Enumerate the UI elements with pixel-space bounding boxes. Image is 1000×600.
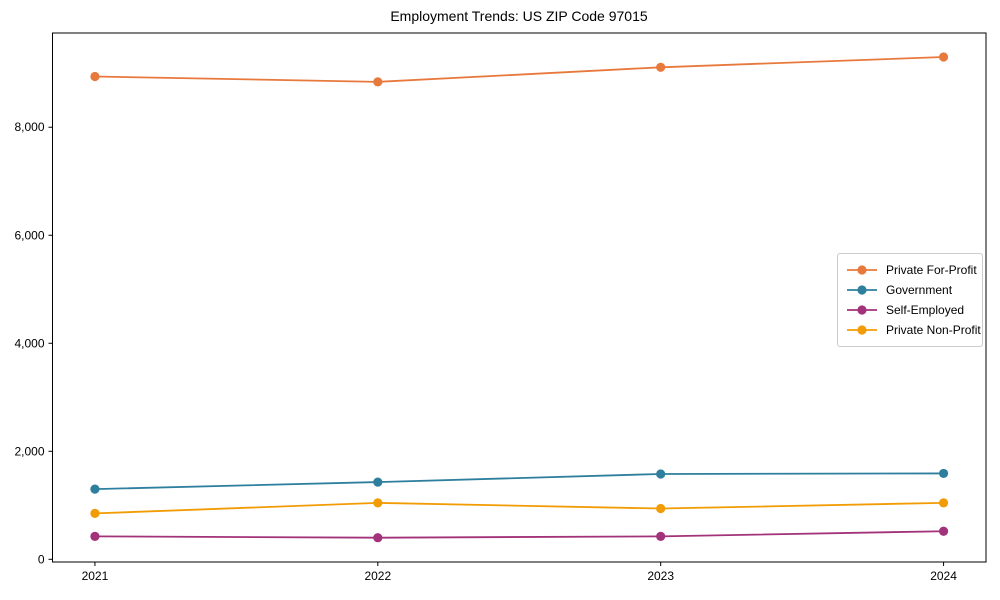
data-point	[656, 62, 666, 72]
legend-dot	[857, 285, 867, 295]
data-point	[373, 77, 383, 87]
x-tick-label: 2024	[930, 569, 957, 583]
data-point	[373, 533, 383, 543]
legend-label: Private Non-Profit	[886, 323, 981, 337]
data-point	[938, 52, 949, 62]
line-series	[94, 501, 944, 515]
x-tick-label: 2022	[364, 569, 391, 583]
data-point	[373, 477, 383, 487]
legend-label: Government	[886, 283, 953, 297]
legend-label: Private For-Profit	[886, 263, 977, 277]
data-point	[90, 484, 100, 494]
data-point	[938, 498, 949, 508]
legend-dot	[857, 325, 867, 335]
y-tick-label: 2,000	[14, 444, 44, 458]
plot-border	[52, 32, 987, 563]
data-point	[938, 526, 949, 536]
legend-item: Self-Employed	[846, 300, 974, 320]
line-series	[94, 472, 944, 490]
legend-dot	[857, 305, 867, 315]
legend-item: Government	[846, 280, 974, 300]
legend-item: Private Non-Profit	[846, 320, 981, 340]
data-point	[656, 503, 666, 514]
line-marker-icon	[847, 325, 877, 335]
line-marker-icon	[847, 265, 877, 275]
line-marker-icon	[847, 285, 877, 295]
x-tick-label: 2021	[82, 569, 109, 583]
data-point	[938, 468, 949, 479]
data-point	[656, 531, 666, 541]
data-point	[656, 469, 666, 479]
legend: Private For-Profit Government Self-Emplo…	[837, 253, 983, 347]
data-point	[90, 71, 100, 82]
line-marker-icon	[847, 305, 877, 315]
data-point	[90, 531, 100, 541]
legend-item: Private For-Profit	[846, 260, 977, 280]
line-series	[94, 530, 944, 539]
legend-dot	[857, 265, 867, 275]
legend-label: Self-Employed	[886, 303, 965, 317]
x-tick-label: 2023	[647, 569, 674, 583]
y-tick-label: 8,000	[14, 120, 44, 134]
y-tick-label: 6,000	[14, 228, 44, 242]
y-tick-label: 4,000	[14, 336, 44, 350]
data-point	[373, 498, 383, 508]
y-tick-label: 0	[38, 552, 45, 566]
data-point	[90, 508, 100, 518]
line-series	[94, 56, 944, 83]
chart-title: Employment Trends: US ZIP Code 97015	[390, 8, 648, 24]
